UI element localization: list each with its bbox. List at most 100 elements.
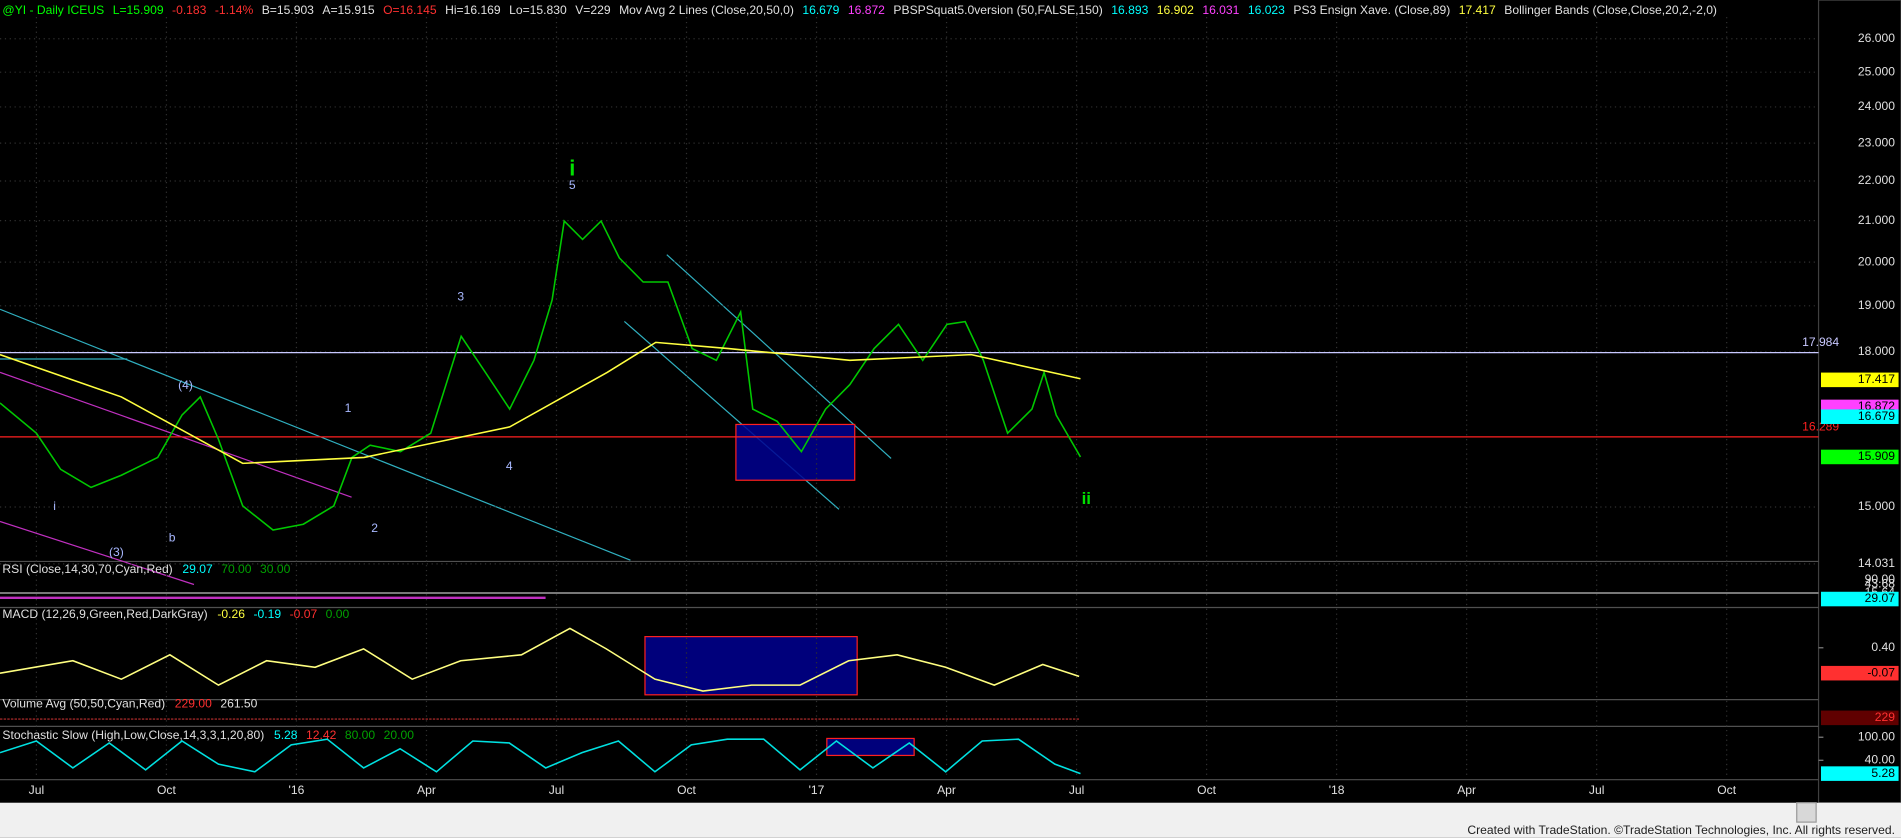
axis-label: 90.00 xyxy=(1865,572,1896,586)
y-tick-label: 14.031 xyxy=(1858,556,1895,570)
trendline xyxy=(0,308,631,561)
y-tick-label: 18.000 xyxy=(1858,344,1895,358)
legend-item: 12.42 xyxy=(306,728,337,742)
price-badge-label: 5.28 xyxy=(1871,766,1895,780)
x-tick-label: Oct xyxy=(1717,783,1736,797)
legend-item: PBSPSquat5.0version (50,FALSE,150) xyxy=(893,3,1102,17)
legend-item: 80.00 xyxy=(345,728,376,742)
legend-item: A=15.915 xyxy=(322,3,374,17)
y-tick-label: 40.00 xyxy=(1865,752,1896,766)
x-tick-label: Oct xyxy=(1197,783,1216,797)
x-tick-label: '17 xyxy=(809,783,825,797)
y-tick-label: 19.000 xyxy=(1858,298,1895,312)
x-tick-label: Oct xyxy=(157,783,176,797)
price-badge xyxy=(1820,449,1899,465)
y-tick-label: 22.000 xyxy=(1858,173,1895,187)
legend-item: -0.183 xyxy=(172,3,207,17)
x-tick-label: '16 xyxy=(289,783,305,797)
x-tick-label: Jul xyxy=(549,783,564,797)
legend-item: -0.19 xyxy=(253,607,281,621)
y-tick-label: 15.000 xyxy=(1858,499,1895,513)
legend-item: Mov Avg 2 Lines (Close,20,50,0) xyxy=(619,3,794,17)
legend-item: 16.902 xyxy=(1157,3,1194,17)
panel-title: Stochastic Slow (High,Low,Close,14,3,3,1… xyxy=(2,728,264,742)
legend-item: 16.023 xyxy=(1248,3,1285,17)
x-tick-label: '18 xyxy=(1329,783,1345,797)
legend-item: @YI - Daily ICEUS xyxy=(2,3,104,17)
wave-label: ii xyxy=(1082,489,1091,508)
legend-item: Bollinger Bands (Close,Close,20,2,-2,0) xyxy=(1504,3,1717,17)
legend-item: -1.14% xyxy=(215,3,254,17)
legend-item: B=15.903 xyxy=(262,3,314,17)
footer: Created with TradeStation. ©TradeStation… xyxy=(1467,823,1895,837)
wave-label: (4) xyxy=(178,378,193,392)
legend-item: 29.07 xyxy=(182,562,213,576)
x-tick-label: Jul xyxy=(1069,783,1084,797)
panel-title: RSI (Close,14,30,70,Cyan,Red) xyxy=(2,562,172,576)
legend-item: 229.00 xyxy=(175,697,212,711)
panel-title: MACD (12,26,9,Green,Red,DarkGray) xyxy=(2,607,207,621)
panel-title: Volume Avg (50,50,Cyan,Red) xyxy=(2,697,165,711)
highlight-box xyxy=(826,737,915,757)
x-tick-label: Jul xyxy=(29,783,44,797)
legend-item: 16.679 xyxy=(802,3,839,17)
legend-item: 16.893 xyxy=(1111,3,1148,17)
wave-label: b xyxy=(169,531,176,545)
y-tick-label: 21.000 xyxy=(1858,213,1895,227)
legend-item: 70.00 xyxy=(221,562,252,576)
highlight-box xyxy=(735,423,856,481)
legend-item: PS3 Ensign Xave. (Close,89) xyxy=(1293,3,1450,17)
price-badge-label: 17.417 xyxy=(1858,372,1895,386)
price-badge xyxy=(1820,766,1899,781)
axis-label: 43.68 xyxy=(1865,577,1896,591)
y-tick-label: 26.000 xyxy=(1858,31,1895,45)
legend-item: 20.00 xyxy=(384,728,415,742)
y-tick-label: 25.000 xyxy=(1858,64,1895,78)
price-badge-label: -0.07 xyxy=(1867,665,1895,679)
legend-item: L=15.909 xyxy=(113,3,164,17)
wave-label: 5 xyxy=(569,178,576,192)
series-line xyxy=(0,219,1082,531)
wave-label: 1 xyxy=(345,401,352,415)
axis-label: 29.07 xyxy=(1865,591,1896,605)
series-line xyxy=(0,738,1081,775)
wave-label: i xyxy=(569,156,575,181)
series-line xyxy=(0,627,1080,692)
wave-label: (3) xyxy=(109,545,124,559)
y-tick-label: 0.40 xyxy=(1871,640,1895,654)
price-badge xyxy=(1820,591,1899,607)
price-badge xyxy=(1820,372,1899,388)
axis-label: 229 xyxy=(1875,710,1895,724)
trendline xyxy=(0,371,352,498)
y-tick-label: 23.000 xyxy=(1858,135,1895,149)
level-label: 17.984 xyxy=(1802,335,1839,349)
trendline xyxy=(0,520,195,586)
highlight-box xyxy=(644,636,858,696)
legend-item: Lo=15.830 xyxy=(509,3,567,17)
x-tick-label: Jul xyxy=(1589,783,1604,797)
y-tick-label: 20.000 xyxy=(1858,254,1895,268)
legend-item: 5.28 xyxy=(274,728,298,742)
status-bar xyxy=(0,802,1901,838)
wave-label: 4 xyxy=(506,459,513,473)
legend-item: 16.031 xyxy=(1202,3,1239,17)
x-tick-label: Apr xyxy=(937,783,956,797)
legend-item: 30.00 xyxy=(260,562,291,576)
price-badge-label: 16.679 xyxy=(1858,409,1895,423)
legend-item: V=229 xyxy=(575,3,611,17)
x-tick-label: Apr xyxy=(417,783,436,797)
legend-item: 0.00 xyxy=(326,607,350,621)
legend-item: 17.417 xyxy=(1459,3,1496,17)
legend-item: -0.26 xyxy=(217,607,245,621)
legend-item: Hi=16.169 xyxy=(445,3,501,17)
price-badge xyxy=(1820,710,1899,726)
price-badge xyxy=(1820,409,1899,424)
legend-item: O=16.145 xyxy=(383,3,437,17)
series-line xyxy=(0,341,1081,465)
legend-item: -0.07 xyxy=(290,607,318,621)
wave-label: 2 xyxy=(371,521,378,535)
scroll-button[interactable] xyxy=(1796,802,1817,823)
